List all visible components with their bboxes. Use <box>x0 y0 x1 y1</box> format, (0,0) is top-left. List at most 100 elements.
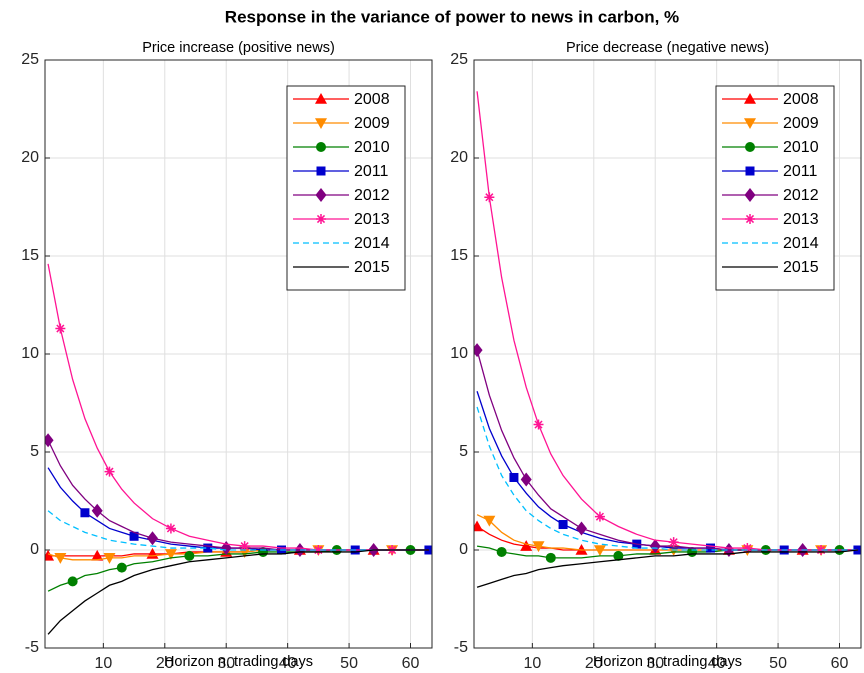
marker <box>576 521 587 536</box>
y-tick-label: -5 <box>25 639 39 656</box>
marker <box>104 466 115 477</box>
legend-marker <box>315 188 327 202</box>
marker <box>80 508 90 518</box>
marker <box>147 531 158 546</box>
legend-marker <box>316 166 326 176</box>
legend-marker <box>745 214 755 224</box>
legend-marker <box>745 166 755 176</box>
series-line <box>476 406 858 551</box>
marker <box>203 543 213 553</box>
legend-label: 2011 <box>354 163 389 180</box>
marker <box>45 549 55 561</box>
y-tick-label: 20 <box>21 149 39 166</box>
legend-box <box>715 85 835 291</box>
marker <box>742 543 753 554</box>
x-tick-label: 20 <box>156 655 174 672</box>
legend-label: 2008 <box>354 91 390 108</box>
marker <box>613 550 624 561</box>
x-tick-label: 30 <box>646 655 664 672</box>
y-tick-label: 15 <box>450 247 468 264</box>
legend-label: 2008 <box>783 91 819 108</box>
legend-label: 2014 <box>783 235 819 252</box>
x-tick-label: 60 <box>831 655 849 672</box>
y-tick-label: 15 <box>21 247 39 264</box>
figure-title: Response in the variance of power to new… <box>225 7 679 26</box>
legend-marker <box>744 188 756 202</box>
marker <box>594 511 605 522</box>
x-tick-label: 10 <box>94 655 112 672</box>
subplot-title: Price increase (positive news) <box>142 40 335 56</box>
y-tick-label: 5 <box>30 443 39 460</box>
marker <box>313 545 324 555</box>
marker <box>532 541 545 553</box>
legend-label: 2009 <box>354 115 390 132</box>
y-tick-label: 10 <box>450 345 468 362</box>
marker <box>294 543 306 557</box>
y-tick-label: 5 <box>459 443 468 460</box>
x-tick-label: 40 <box>708 655 726 672</box>
marker <box>593 545 606 556</box>
marker <box>164 549 177 560</box>
legend-label: 2015 <box>783 259 819 276</box>
legend-marker <box>744 118 756 129</box>
marker <box>509 472 519 482</box>
legend-marker <box>744 93 756 104</box>
y-tick-label: 10 <box>21 345 39 362</box>
y-tick-label: 25 <box>450 51 468 68</box>
legend-label: 2013 <box>354 211 390 228</box>
legend-marker <box>745 142 755 152</box>
marker <box>91 549 104 561</box>
x-axis-label: Horizon n, trading days <box>593 654 742 670</box>
legend-box <box>286 85 406 291</box>
legend-label: 2010 <box>783 139 819 156</box>
marker <box>129 531 139 541</box>
marker <box>483 515 496 527</box>
plot-lines <box>45 263 432 635</box>
series-line <box>476 549 858 588</box>
legend-label: 2009 <box>783 115 819 132</box>
series-line <box>47 263 429 551</box>
marker <box>533 419 544 430</box>
marker <box>558 520 568 530</box>
y-tick-label: 0 <box>30 541 39 558</box>
x-tick-label: 30 <box>217 655 235 672</box>
x-axis-label: Horizon n, trading days <box>164 654 313 670</box>
legend-marker <box>315 118 327 129</box>
legend-label: 2010 <box>354 139 390 156</box>
x-tick-label: 50 <box>340 655 358 672</box>
marker <box>184 550 195 561</box>
x-tick-label: 40 <box>279 655 297 672</box>
series-line <box>47 510 429 551</box>
marker <box>649 539 661 554</box>
legend-label: 2014 <box>354 235 390 252</box>
y-tick-label: 0 <box>459 541 468 558</box>
series-line <box>47 549 429 635</box>
axes-box <box>44 59 433 649</box>
y-tick-label: 25 <box>21 51 39 68</box>
marker <box>67 576 78 587</box>
x-tick-label: 10 <box>523 655 541 672</box>
marker <box>474 520 484 532</box>
legend-marker <box>315 93 327 104</box>
marker <box>816 545 827 555</box>
legend-label: 2013 <box>783 211 819 228</box>
axes-box <box>473 59 862 649</box>
legend-marker <box>316 142 326 152</box>
y-tick-label: -5 <box>454 639 468 656</box>
legend-label: 2012 <box>354 187 390 204</box>
legend-marker <box>316 214 326 224</box>
marker <box>520 540 533 551</box>
marker <box>496 546 507 557</box>
marker <box>116 562 127 573</box>
y-tick-label: 20 <box>450 149 468 166</box>
marker <box>520 472 532 487</box>
marker <box>165 523 176 534</box>
marker <box>103 553 116 564</box>
marker <box>239 541 250 552</box>
marker <box>55 323 66 334</box>
marker <box>668 537 679 548</box>
legend-label: 2012 <box>783 187 819 204</box>
legend-label: 2015 <box>354 259 390 276</box>
marker <box>91 503 103 518</box>
